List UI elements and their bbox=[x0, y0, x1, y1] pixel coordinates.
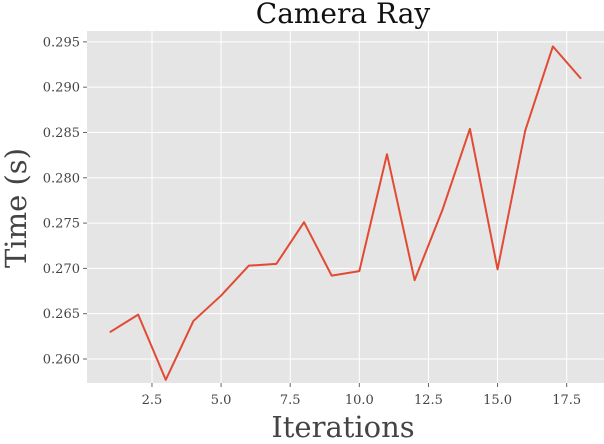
x-tick-label: 17.5 bbox=[552, 393, 581, 408]
y-tick-label: 0.260 bbox=[43, 352, 80, 367]
x-tick-label: 5.0 bbox=[211, 393, 232, 408]
y-tick-label: 0.280 bbox=[43, 171, 80, 186]
y-tick-label: 0.275 bbox=[43, 217, 80, 232]
x-gridlines bbox=[151, 31, 568, 383]
y-tick-label: 0.265 bbox=[43, 307, 80, 322]
x-tick-label: 12.5 bbox=[414, 393, 443, 408]
y-tick-label: 0.295 bbox=[43, 35, 80, 50]
plot-area bbox=[87, 31, 604, 383]
x-axis-label: Iterations bbox=[271, 410, 414, 444]
y-tick-label: 0.270 bbox=[43, 262, 80, 277]
series-group bbox=[109, 45, 582, 381]
x-tick-label: 10.0 bbox=[345, 393, 374, 408]
y-tick-label: 0.285 bbox=[43, 126, 80, 141]
y-axis-label: Time (s) bbox=[0, 148, 33, 268]
x-tick-label: 7.5 bbox=[280, 393, 301, 408]
x-axis-ticks: 2.5 5.0 7.5 10.0 12.5 15.0 17.5 bbox=[142, 383, 581, 408]
x-tick-label: 15.0 bbox=[483, 393, 512, 408]
chart-title: Camera Ray bbox=[256, 0, 431, 30]
series-line bbox=[109, 45, 582, 381]
y-axis-ticks: 0.260 0.265 0.270 0.275 0.280 0.285 0.290 0.295 bbox=[43, 35, 87, 367]
y-tick-label: 0.290 bbox=[43, 81, 80, 96]
x-tick-label: 2.5 bbox=[142, 393, 163, 408]
y-gridlines bbox=[87, 41, 604, 360]
